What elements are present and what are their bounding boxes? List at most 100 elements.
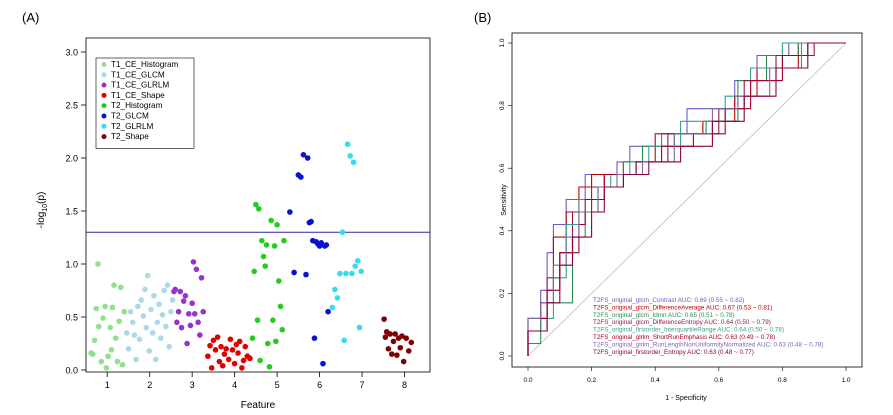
roc-plot-frame — [511, 32, 863, 368]
x-tick-label: 1.0 — [841, 377, 850, 384]
data-point — [148, 306, 154, 313]
data-point — [392, 331, 398, 337]
y-tick-label: 0.4 — [499, 226, 506, 235]
data-point — [136, 336, 143, 343]
data-point — [260, 253, 267, 260]
y-tick-label: 1.5 — [65, 207, 78, 217]
x-tick-label: 2 — [147, 380, 152, 390]
x-tick-label: 8 — [402, 380, 407, 390]
roc-x-axis-label: 1 - Specificity — [665, 395, 707, 402]
data-point — [195, 319, 201, 326]
legend-swatch — [101, 92, 107, 98]
legend-entry: T2_Histogram — [111, 101, 163, 110]
roc-y-axis: 0.0 0.2 0.4 0.6 0.8 1.0 — [499, 38, 512, 361]
data-point — [197, 332, 203, 338]
data-point — [177, 288, 184, 295]
y-tick-label: 0.0 — [65, 366, 78, 376]
data-point — [397, 344, 404, 351]
x-tick-label: 4 — [232, 380, 237, 390]
data-point — [178, 324, 185, 331]
data-point — [180, 298, 187, 304]
data-point — [399, 333, 405, 339]
data-point — [263, 242, 270, 248]
data-point — [403, 335, 410, 342]
data-point — [187, 322, 194, 329]
data-point — [257, 357, 263, 364]
data-point — [169, 297, 176, 303]
data-point — [172, 286, 178, 293]
data-point — [89, 351, 96, 357]
data-point — [341, 337, 348, 344]
manhattan-points — [88, 141, 415, 371]
data-point — [390, 338, 397, 345]
data-point — [127, 308, 134, 315]
data-point — [350, 159, 357, 166]
y-label-tail: (p) — [36, 192, 47, 204]
roc-plot: 0.0 0.2 0.4 0.6 0.8 1.0 0.0 0.2 0.4 0.6 0.8 1.0 T2… — [499, 32, 863, 402]
manhattan-plot: 0.0 0.5 1.0 1.5 2.0 2.5 3.0 1 2 3 4 5 6 7 8 T1_CE_His… — [36, 37, 431, 411]
data-point — [133, 356, 139, 363]
data-point — [189, 300, 195, 307]
data-point — [93, 305, 99, 312]
data-point — [159, 312, 166, 318]
data-point — [123, 330, 130, 336]
data-point — [266, 364, 273, 370]
panel-b-label: (B) — [474, 10, 491, 25]
data-point — [114, 358, 121, 365]
x-tick-label: 7 — [360, 380, 365, 390]
data-point — [156, 301, 162, 308]
data-point — [164, 282, 171, 289]
data-point — [271, 243, 278, 249]
manhattan-y-axis: 0.0 0.5 1.0 1.5 2.0 2.5 3.0 — [65, 48, 86, 376]
y-tick-label: 1.0 — [65, 260, 78, 270]
data-point — [251, 268, 257, 275]
legend-entry: T1_CE_GLRLM — [111, 81, 169, 90]
data-point — [298, 174, 304, 180]
data-point — [308, 218, 314, 225]
data-point — [208, 365, 215, 371]
data-point — [279, 326, 286, 333]
data-point — [100, 315, 106, 321]
roc-legend-entry: T2FS_original_glcm_Contrast AUC: 0.69 (0… — [593, 297, 744, 304]
data-point — [355, 258, 361, 264]
data-point — [277, 303, 284, 310]
data-point — [274, 221, 280, 228]
data-point — [154, 319, 161, 326]
roc-curve — [527, 42, 846, 356]
x-tick-label: 0.8 — [778, 377, 787, 384]
data-point — [168, 308, 174, 315]
data-point — [185, 311, 192, 317]
data-point — [140, 313, 147, 319]
data-point — [174, 319, 180, 326]
data-point — [343, 270, 349, 277]
x-tick-label: 0.6 — [714, 377, 723, 384]
data-point — [190, 259, 197, 265]
data-point — [161, 287, 167, 294]
data-point — [223, 346, 229, 352]
y-tick-label: 2.0 — [65, 154, 78, 164]
legend-swatch — [101, 82, 107, 88]
data-point — [276, 278, 282, 284]
data-point — [119, 361, 126, 368]
data-point — [387, 331, 393, 337]
roc-legend-entry: T2FS_original_glcm_DifferenceEntropy AUC… — [593, 319, 771, 326]
data-point — [157, 335, 164, 342]
data-point — [135, 303, 141, 310]
data-point — [212, 347, 219, 353]
data-point — [95, 323, 102, 330]
roc-legend-entry: T2FS_original_glrlm_RunLengthNonUniformi… — [593, 341, 823, 348]
data-point — [191, 311, 198, 317]
y-tick-label: 2.5 — [65, 101, 78, 111]
data-point — [175, 308, 182, 315]
data-point — [268, 217, 274, 224]
data-point — [151, 293, 157, 299]
y-tick-label: 0.8 — [499, 101, 506, 110]
data-point — [163, 323, 169, 330]
data-point — [218, 343, 224, 350]
data-point — [408, 339, 415, 346]
x-tick-label: 5 — [275, 380, 280, 390]
y-tick-label: 0.6 — [499, 163, 506, 172]
data-point — [125, 346, 132, 352]
data-point — [98, 358, 105, 365]
x-tick-label: 0.4 — [651, 377, 660, 384]
